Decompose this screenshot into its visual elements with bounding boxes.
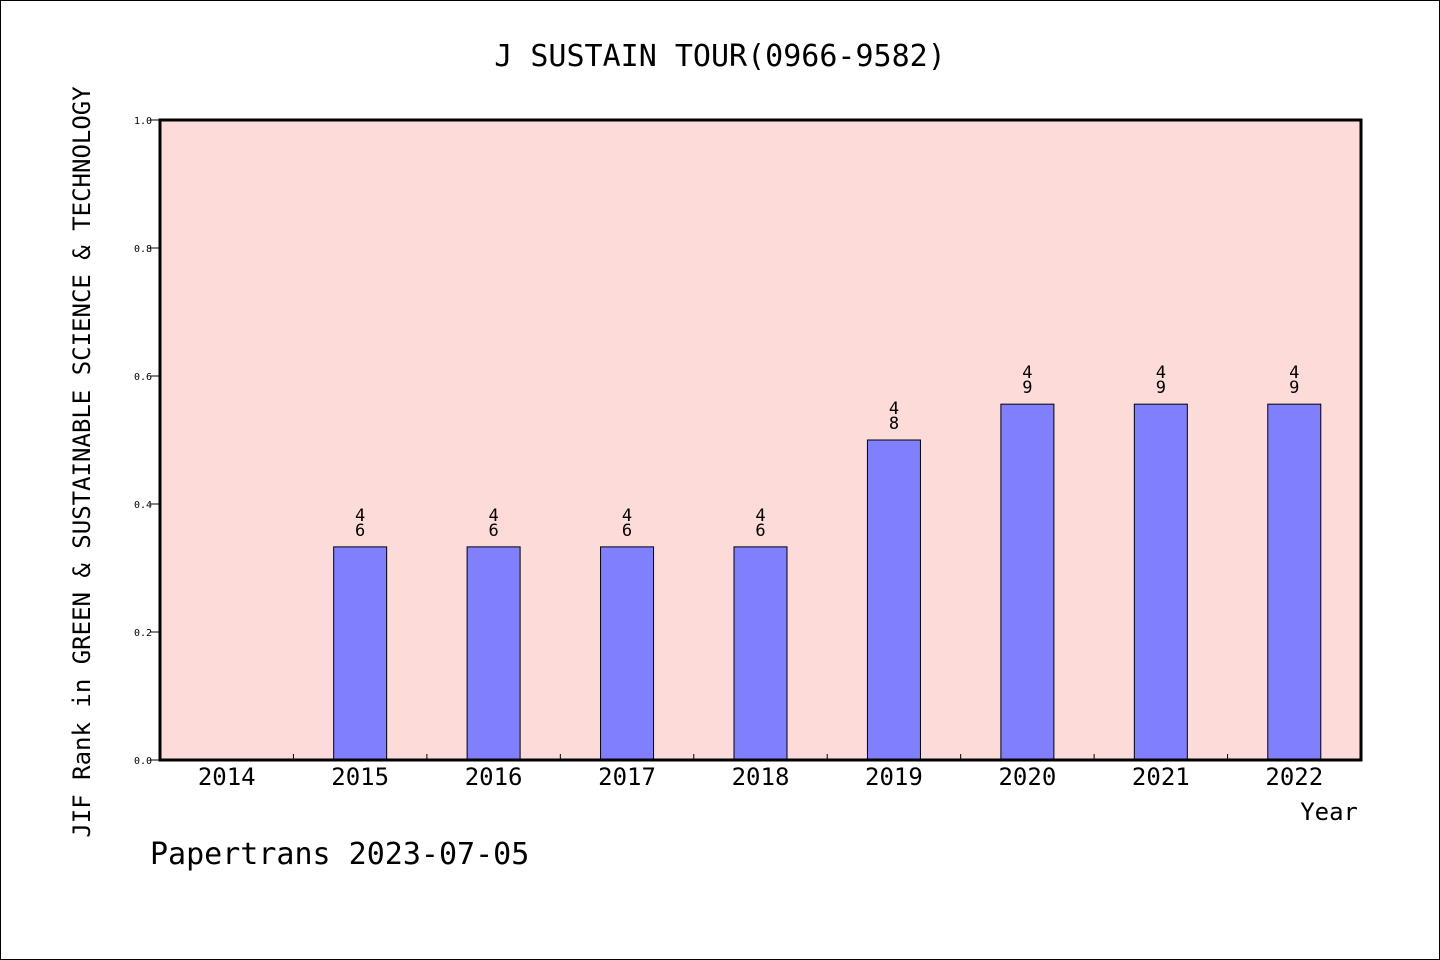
y-axis-label: JIF Rank in GREEN & SUSTAINABLE SCIENCE … — [68, 86, 96, 838]
x-tick-label: 2017 — [598, 763, 656, 791]
bar-value-label: 9 — [1022, 378, 1032, 398]
bar-value-label: 4 — [1289, 363, 1299, 383]
watermark-text: Papertrans 2023-07-05 — [150, 837, 529, 872]
bar-2015 — [333, 546, 388, 761]
y-tick-label: 0.0 — [134, 756, 152, 767]
bar-value-label: 4 — [488, 506, 498, 526]
x-tick-label: 2021 — [1132, 763, 1190, 791]
x-tick-label: 2019 — [865, 763, 923, 791]
x-tick-label: 2016 — [465, 763, 523, 791]
x-tick-label: 2020 — [998, 763, 1056, 791]
x-axis-label: Year — [1300, 798, 1358, 826]
bar-value-label: 6 — [355, 521, 365, 541]
bar-value-label: 6 — [488, 521, 498, 541]
bar-value-label: 4 — [1022, 363, 1032, 383]
bar-value-label: 4 — [622, 506, 632, 526]
y-tick-label: 0.4 — [134, 500, 152, 511]
bar-value-label: 6 — [622, 521, 632, 541]
bar-value-label: 4 — [755, 506, 765, 526]
y-tick-label: 0.6 — [134, 372, 152, 383]
bar-2019 — [866, 439, 921, 761]
bar-2022 — [1267, 403, 1322, 761]
bar-value-label: 4 — [889, 399, 899, 419]
bar-2017 — [600, 546, 655, 761]
chart-title: J SUSTAIN TOUR(0966-9582) — [494, 39, 946, 74]
bar-2016 — [466, 546, 521, 761]
bar-2018 — [733, 546, 788, 761]
x-tick-label: 2018 — [732, 763, 790, 791]
y-axis: 0.0 0.2 0.4 0.6 0.8 1.0 — [134, 116, 160, 767]
bar-value-label: 4 — [355, 506, 365, 526]
bar-2020 — [1000, 403, 1055, 761]
y-tick-label: 0.8 — [134, 244, 152, 255]
x-axis: 2014 2015 2016 2017 2018 2019 2020 2021 2022 — [198, 754, 1323, 791]
bar-value-label: 9 — [1289, 378, 1299, 398]
bar-value-label: 6 — [755, 521, 765, 541]
x-tick-label: 2014 — [198, 763, 256, 791]
y-tick-label: 0.2 — [134, 628, 152, 639]
x-tick-label: 2022 — [1265, 763, 1323, 791]
x-tick-label: 2015 — [331, 763, 389, 791]
bar-2021 — [1133, 403, 1188, 761]
plot-border — [158, 118, 1363, 762]
bar-value-label: 4 — [1156, 363, 1166, 383]
bar-value-label: 9 — [1156, 378, 1166, 398]
y-tick-label: 1.0 — [134, 116, 152, 127]
bar-value-label: 8 — [889, 414, 899, 434]
